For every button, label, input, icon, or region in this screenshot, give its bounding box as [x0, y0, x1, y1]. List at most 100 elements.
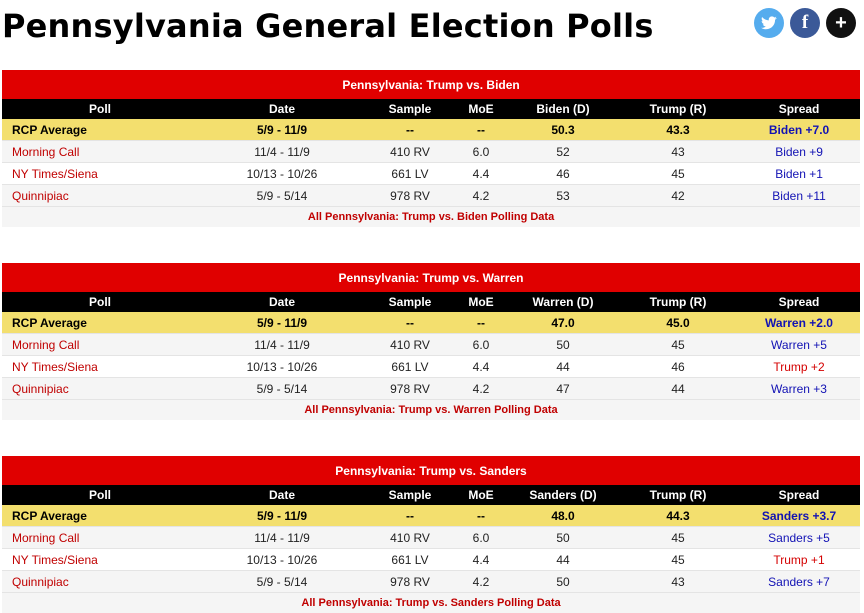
column-header-date[interactable]: Date: [198, 99, 366, 119]
poll-link[interactable]: NY Times/Siena: [2, 356, 198, 378]
sample-cell: 978 RV: [366, 185, 454, 207]
sample-cell: --: [366, 312, 454, 334]
column-header-date[interactable]: Date: [198, 292, 366, 312]
spread-cell: Sanders +5: [738, 527, 860, 549]
rcp-average-row: RCP Average 5/9 - 11/9 -- -- 48.0 44.3 S…: [2, 505, 860, 527]
poll-table-sanders: Pennsylvania: Trump vs. Sanders Poll Dat…: [2, 456, 860, 613]
dem-cell: 52: [508, 141, 618, 163]
column-header-spread[interactable]: Spread: [738, 292, 860, 312]
rcp-average-row: RCP Average 5/9 - 11/9 -- -- 47.0 45.0 W…: [2, 312, 860, 334]
poll-link[interactable]: Morning Call: [2, 141, 198, 163]
column-header-trump[interactable]: Trump (R): [618, 292, 738, 312]
poll-link[interactable]: NY Times/Siena: [2, 549, 198, 571]
plus-icon: +: [835, 12, 847, 35]
date-cell: 5/9 - 11/9: [198, 312, 366, 334]
moe-cell: 6.0: [454, 527, 508, 549]
date-cell: 5/9 - 5/14: [198, 378, 366, 400]
date-cell: 11/4 - 11/9: [198, 334, 366, 356]
dem-cell: 44: [508, 549, 618, 571]
moe-cell: 4.2: [454, 185, 508, 207]
facebook-share-button[interactable]: f: [790, 8, 820, 38]
moe-cell: 4.4: [454, 356, 508, 378]
date-cell: 10/13 - 10/26: [198, 163, 366, 185]
sample-cell: 410 RV: [366, 334, 454, 356]
moe-cell: 4.4: [454, 549, 508, 571]
column-header-poll[interactable]: Poll: [2, 99, 198, 119]
all-polling-data-link[interactable]: All Pennsylvania: Trump vs. Warren Polli…: [2, 400, 860, 421]
moe-cell: 4.2: [454, 378, 508, 400]
column-header-trump[interactable]: Trump (R): [618, 485, 738, 505]
column-header-moe[interactable]: MoE: [454, 99, 508, 119]
moe-cell: --: [454, 505, 508, 527]
poll-name: RCP Average: [2, 119, 198, 141]
date-cell: 11/4 - 11/9: [198, 527, 366, 549]
date-cell: 10/13 - 10/26: [198, 356, 366, 378]
rep-cell: 42: [618, 185, 738, 207]
poll-link[interactable]: Morning Call: [2, 334, 198, 356]
table-title: Pennsylvania: Trump vs. Warren: [2, 263, 860, 292]
column-header-sample[interactable]: Sample: [366, 292, 454, 312]
poll-link[interactable]: Quinnipiac: [2, 378, 198, 400]
dem-cell: 47: [508, 378, 618, 400]
table-row: Morning Call 11/4 - 11/9 410 RV 6.0 50 4…: [2, 334, 860, 356]
date-cell: 5/9 - 5/14: [198, 185, 366, 207]
poll-table-biden: Pennsylvania: Trump vs. Biden Poll Date …: [2, 70, 860, 227]
moe-cell: --: [454, 312, 508, 334]
column-header-sample[interactable]: Sample: [366, 485, 454, 505]
column-header-poll[interactable]: Poll: [2, 292, 198, 312]
social-share-bar: f +: [754, 8, 856, 38]
rep-cell: 44: [618, 378, 738, 400]
table-row: NY Times/Siena 10/13 - 10/26 661 LV 4.4 …: [2, 163, 860, 185]
all-polling-data-link[interactable]: All Pennsylvania: Trump vs. Sanders Poll…: [2, 593, 860, 613]
date-cell: 5/9 - 11/9: [198, 505, 366, 527]
page-title: Pennsylvania General Election Polls: [2, 4, 654, 48]
moe-cell: 4.2: [454, 571, 508, 593]
spread-cell: Sanders +3.7: [738, 505, 860, 527]
facebook-icon: f: [802, 12, 808, 34]
column-header-sample[interactable]: Sample: [366, 99, 454, 119]
table-row: Quinnipiac 5/9 - 5/14 978 RV 4.2 50 43 S…: [2, 571, 860, 593]
poll-link[interactable]: Quinnipiac: [2, 185, 198, 207]
column-header-trump[interactable]: Trump (R): [618, 99, 738, 119]
spread-cell: Biden +7.0: [738, 119, 860, 141]
moe-cell: 6.0: [454, 141, 508, 163]
rep-cell: 46: [618, 356, 738, 378]
table-row: Quinnipiac 5/9 - 5/14 978 RV 4.2 47 44 W…: [2, 378, 860, 400]
poll-link[interactable]: Morning Call: [2, 527, 198, 549]
table-row: NY Times/Siena 10/13 - 10/26 661 LV 4.4 …: [2, 356, 860, 378]
rep-cell: 45: [618, 334, 738, 356]
dem-cell: 50.3: [508, 119, 618, 141]
date-cell: 5/9 - 5/14: [198, 571, 366, 593]
column-header-dem[interactable]: Warren (D): [508, 292, 618, 312]
poll-link[interactable]: NY Times/Siena: [2, 163, 198, 185]
spread-cell: Biden +1: [738, 163, 860, 185]
table-title: Pennsylvania: Trump vs. Biden: [2, 70, 860, 99]
date-cell: 10/13 - 10/26: [198, 549, 366, 571]
rep-cell: 43.3: [618, 119, 738, 141]
date-cell: 11/4 - 11/9: [198, 141, 366, 163]
sample-cell: 661 LV: [366, 163, 454, 185]
column-header-dem[interactable]: Biden (D): [508, 99, 618, 119]
spread-cell: Trump +1: [738, 549, 860, 571]
all-polling-data-link[interactable]: All Pennsylvania: Trump vs. Biden Pollin…: [2, 207, 860, 228]
column-header-moe[interactable]: MoE: [454, 292, 508, 312]
rep-cell: 45.0: [618, 312, 738, 334]
table-row: NY Times/Siena 10/13 - 10/26 661 LV 4.4 …: [2, 549, 860, 571]
column-header-spread[interactable]: Spread: [738, 99, 860, 119]
rep-cell: 43: [618, 141, 738, 163]
sample-cell: 661 LV: [366, 356, 454, 378]
rep-cell: 45: [618, 527, 738, 549]
column-header-poll[interactable]: Poll: [2, 485, 198, 505]
dem-cell: 50: [508, 527, 618, 549]
twitter-share-button[interactable]: [754, 8, 784, 38]
column-header-spread[interactable]: Spread: [738, 485, 860, 505]
column-header-moe[interactable]: MoE: [454, 485, 508, 505]
column-header-dem[interactable]: Sanders (D): [508, 485, 618, 505]
rcp-average-row: RCP Average 5/9 - 11/9 -- -- 50.3 43.3 B…: [2, 119, 860, 141]
more-share-button[interactable]: +: [826, 8, 856, 38]
poll-link[interactable]: Quinnipiac: [2, 571, 198, 593]
poll-name: RCP Average: [2, 312, 198, 334]
dem-cell: 48.0: [508, 505, 618, 527]
column-header-date[interactable]: Date: [198, 485, 366, 505]
moe-cell: --: [454, 119, 508, 141]
